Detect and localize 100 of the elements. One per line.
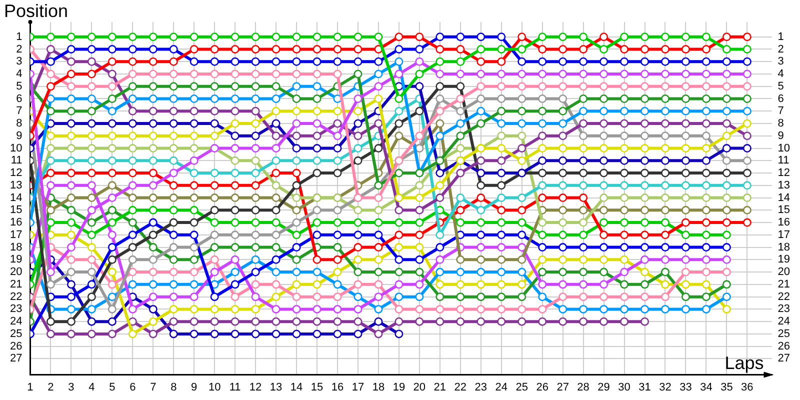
point: [660, 82, 670, 91]
point: [681, 218, 690, 227]
point: [169, 32, 178, 42]
point: [148, 206, 158, 214]
x-tick-label: 30: [618, 381, 630, 394]
y-tick-label: 5: [16, 80, 22, 92]
point: [148, 243, 158, 252]
point: [128, 156, 137, 165]
point: [722, 156, 731, 165]
point: [456, 32, 465, 42]
point: [190, 194, 198, 202]
point: [497, 57, 506, 66]
point: [251, 218, 260, 227]
point: [497, 144, 506, 153]
point: [538, 119, 547, 128]
point: [620, 194, 629, 202]
point: [681, 255, 690, 264]
point: [518, 94, 526, 103]
point: [681, 119, 690, 128]
x-tick-label: 12: [249, 381, 262, 394]
point: [600, 94, 608, 103]
y-tick-label: 22: [10, 290, 22, 303]
y-tick-label: 10: [10, 142, 22, 154]
x-tick-label: 21: [434, 381, 446, 394]
point: [538, 304, 547, 314]
point: [292, 218, 301, 227]
point: [415, 304, 424, 314]
point: [742, 82, 752, 91]
point: [292, 292, 301, 302]
y2-tick-label: 24: [778, 316, 790, 328]
point: [374, 194, 383, 202]
point: [210, 119, 219, 128]
point: [722, 94, 731, 103]
point: [190, 304, 198, 314]
point: [87, 243, 96, 252]
point: [620, 44, 629, 54]
point: [333, 330, 342, 338]
point: [66, 44, 76, 54]
point: [436, 106, 444, 116]
point: [169, 230, 178, 240]
point: [558, 280, 568, 289]
point: [87, 230, 96, 240]
point: [722, 230, 731, 240]
point: [87, 144, 96, 153]
point: [394, 218, 404, 227]
point: [251, 44, 260, 54]
point: [600, 144, 608, 153]
point: [272, 156, 280, 165]
point: [292, 243, 301, 252]
point: [354, 94, 362, 103]
point: [640, 156, 650, 165]
point: [702, 106, 710, 116]
point: [436, 194, 444, 202]
point: [333, 243, 342, 252]
point: [169, 280, 178, 289]
point: [456, 106, 465, 116]
point: [272, 255, 280, 264]
point: [476, 119, 486, 128]
point: [354, 243, 362, 252]
point: [681, 94, 690, 103]
point: [46, 168, 55, 178]
point: [190, 268, 198, 276]
point: [230, 106, 240, 116]
point: [66, 280, 76, 289]
point: [148, 255, 158, 264]
point: [46, 280, 55, 289]
point: [518, 119, 526, 128]
point: [190, 44, 198, 54]
point: [108, 181, 116, 190]
point: [660, 94, 670, 103]
x-tick-label: 29: [598, 381, 610, 394]
point: [456, 255, 465, 264]
point: [87, 32, 96, 42]
point: [87, 255, 96, 264]
point: [46, 317, 55, 326]
point: [558, 181, 568, 190]
point: [230, 206, 240, 214]
point: [108, 206, 116, 214]
point: [660, 44, 670, 54]
point: [148, 268, 158, 276]
point: [620, 106, 629, 116]
point: [660, 106, 670, 116]
point: [538, 243, 547, 252]
point: [436, 230, 444, 240]
point: [538, 181, 547, 190]
point: [436, 268, 444, 276]
point: [394, 32, 404, 42]
point: [272, 206, 280, 214]
point: [476, 317, 486, 326]
point: [312, 292, 322, 302]
point: [518, 194, 526, 202]
point: [538, 218, 547, 227]
point: [292, 230, 301, 240]
point: [558, 168, 568, 178]
point: [579, 119, 588, 128]
y2-tick-label: 25: [778, 328, 790, 340]
point: [312, 82, 322, 91]
point: [190, 57, 198, 66]
point: [660, 181, 670, 190]
x-tick-label: 20: [413, 381, 426, 394]
